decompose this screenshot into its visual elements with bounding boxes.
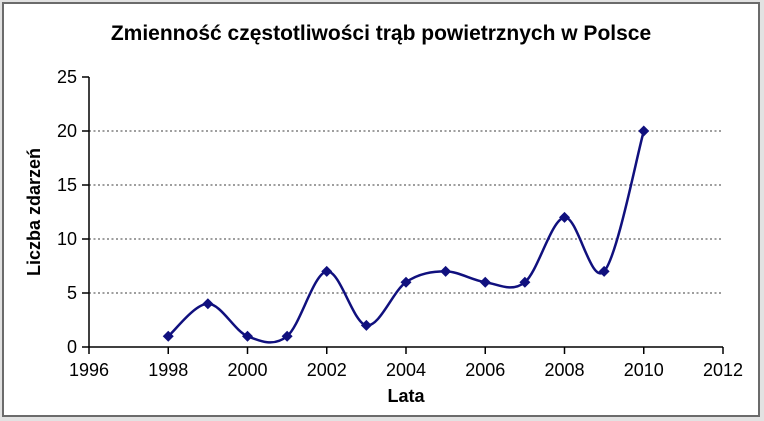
y-tick-label: 15 <box>57 175 77 195</box>
y-tick-label: 10 <box>57 229 77 249</box>
x-tick-label: 1996 <box>69 360 109 380</box>
chart-title: Zmienność częstotliwości trąb powietrzny… <box>110 22 652 45</box>
x-tick-label: 2002 <box>307 360 347 380</box>
x-tick-label: 2004 <box>386 360 426 380</box>
data-point-2007 <box>519 276 531 288</box>
x-tick-label: 1998 <box>148 360 188 380</box>
chart-frame: Zmienność częstotliwości trąb powietrzny… <box>2 2 760 417</box>
y-tick-label: 20 <box>57 121 77 141</box>
data-point-2008 <box>559 211 570 223</box>
data-point-1999 <box>202 298 214 310</box>
data-point-2009 <box>598 265 610 277</box>
x-tick-label: 2012 <box>703 360 743 380</box>
data-point-2010 <box>638 125 650 137</box>
x-axis-title: Lata <box>387 386 425 406</box>
data-point-2003 <box>360 319 372 331</box>
y-tick-label: 0 <box>67 337 77 357</box>
data-point-2002 <box>321 265 333 277</box>
data-point-1998 <box>162 330 174 342</box>
x-tick-label: 2000 <box>227 360 267 380</box>
y-tick-label: 5 <box>67 283 77 303</box>
data-point-2006 <box>479 276 491 288</box>
plot-area: 0 5 10 15 20 25 1996 1998 2000 2002 2004 2006 2008 20… <box>57 67 743 380</box>
data-point-2001 <box>281 330 293 342</box>
series-line <box>167 130 646 344</box>
x-tick-label: 2008 <box>544 360 584 380</box>
x-tick-label: 2010 <box>624 360 664 380</box>
data-point-2004 <box>400 276 412 288</box>
data-point-2005 <box>440 265 452 277</box>
y-tick-label: 25 <box>57 67 77 87</box>
data-point-2000 <box>242 330 253 342</box>
x-tick-label: 2006 <box>465 360 505 380</box>
